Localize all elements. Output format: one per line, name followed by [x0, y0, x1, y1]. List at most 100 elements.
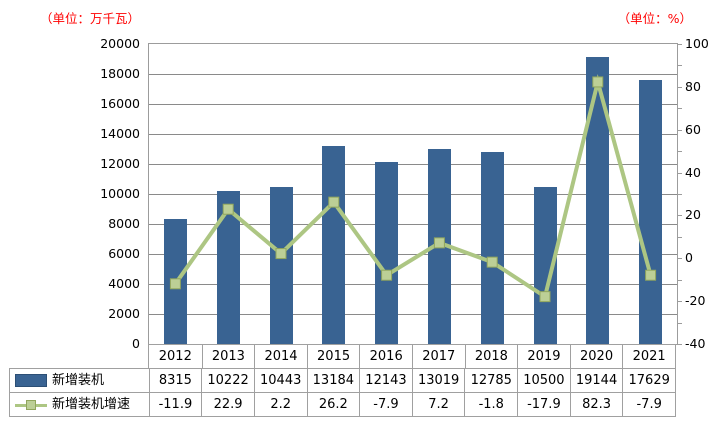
- bar: [322, 146, 346, 344]
- right-axis-tick-label: 80: [685, 78, 701, 94]
- value-cell: 10222: [201, 369, 254, 392]
- value-cell: 82.3: [569, 393, 623, 416]
- value-cell: 13184: [306, 369, 360, 392]
- value-cell: 17629: [622, 369, 675, 392]
- right-axis-tick: [677, 215, 682, 217]
- right-axis-tick: [677, 258, 682, 260]
- gridline: [149, 74, 677, 75]
- right-axis-tick-label: 100: [685, 36, 709, 51]
- left-axis-unit-label: （单位：万千瓦）: [40, 11, 141, 26]
- left-axis-tick-label: 20000: [100, 36, 140, 51]
- left-axis-tick-label: 18000: [100, 66, 140, 81]
- left-axis-tick-label: 12000: [100, 156, 140, 171]
- year-cell: 2015: [306, 345, 360, 368]
- right-axis-tick-label: -40: [685, 336, 706, 351]
- left-axis-tick-label: 10000: [100, 186, 140, 201]
- bar: [480, 152, 504, 344]
- right-axis-tick: [677, 301, 682, 303]
- right-axis-tick: [677, 44, 682, 45]
- year-cell: 2016: [359, 345, 412, 368]
- value-cell: 12785: [464, 369, 517, 392]
- year-cell: 2014: [254, 345, 307, 368]
- line-marker: [275, 248, 287, 260]
- plot-area: [148, 43, 678, 345]
- right-axis-tick-label: -20: [685, 293, 706, 309]
- gridline: [149, 134, 677, 135]
- gridline: [149, 164, 677, 165]
- left-axis-tick-label: 16000: [100, 96, 140, 111]
- line-marker: [433, 237, 445, 249]
- bar: [533, 186, 557, 344]
- series-name-label: 新增装机: [52, 373, 105, 388]
- right-axis-tick: [677, 279, 682, 281]
- value-cell: 10500: [517, 369, 570, 392]
- value-cell: 22.9: [201, 393, 254, 416]
- year-cell: 2018: [464, 345, 518, 368]
- value-cell: 7.2: [411, 393, 465, 416]
- left-axis-tick-label: 0: [132, 336, 140, 351]
- line-series-legend-icon: [15, 399, 47, 411]
- right-axis-tick: [677, 322, 682, 324]
- gridline: [149, 194, 677, 195]
- right-axis-tick: [677, 194, 682, 195]
- left-axis-tick-label: 6000: [108, 246, 140, 261]
- line-marker: [381, 269, 393, 281]
- line-marker: [486, 256, 498, 268]
- right-axis-tick-label: 40: [685, 164, 701, 180]
- year-cell: 2021: [622, 345, 675, 368]
- bar: [586, 56, 610, 344]
- right-axis-tick-label: 0: [685, 250, 693, 266]
- line-marker: [328, 196, 340, 208]
- value-cell: -17.9: [517, 393, 570, 416]
- table-row-series: 新增装机 8315 10222 10443 13184 12143 13019 12785 10…: [9, 368, 676, 393]
- value-cell: 10443: [253, 369, 307, 392]
- right-axis-tick: [677, 344, 682, 345]
- right-axis-tick: [677, 65, 682, 67]
- value-cell: 26.2: [306, 393, 360, 416]
- growth-line-series: [169, 73, 657, 303]
- value-cell: 12143: [359, 369, 412, 392]
- right-axis-tick: [677, 236, 682, 238]
- value-cell: 2.2: [253, 393, 307, 416]
- value-cell: 8315: [148, 369, 202, 392]
- table-row-years: 2012 2013 2014 2015 2016 2017 2018 2019 2020 2021: [148, 344, 676, 369]
- gridline: [149, 104, 677, 105]
- value-cell: -1.8: [464, 393, 517, 416]
- value-cell: -7.9: [622, 393, 675, 416]
- bar: [269, 187, 293, 344]
- left-axis-tick-label: 2000: [108, 306, 140, 321]
- legend-cell: 新增装机: [10, 369, 149, 392]
- left-axis-tick-label: 4000: [108, 276, 140, 291]
- series-name-label: 新增装机增速: [52, 397, 131, 412]
- line-marker: [169, 278, 181, 290]
- value-cell: -11.9: [148, 393, 202, 416]
- bar: [216, 190, 240, 344]
- line-marker: [645, 269, 657, 281]
- legend-cell: 新增装机增速: [10, 393, 149, 416]
- legend-marker: [26, 399, 36, 410]
- left-axis-tick-label: 14000: [100, 126, 140, 141]
- right-axis-tick: [677, 151, 682, 153]
- gridline: [149, 314, 677, 315]
- line-marker: [222, 203, 234, 215]
- year-cell: 2017: [411, 345, 465, 368]
- line-marker: [592, 76, 604, 88]
- gridline: [149, 254, 677, 255]
- bar: [375, 161, 399, 344]
- right-axis-tick: [677, 129, 682, 131]
- year-cell: 2013: [201, 345, 255, 368]
- table-row-series: 新增装机增速 -11.9 22.9 2.2 26.2 -7.9 7.2 -1.8 -17.9 82…: [9, 392, 676, 417]
- gridline: [149, 284, 677, 285]
- right-axis-tick: [677, 172, 682, 174]
- year-cell: 2020: [569, 345, 623, 368]
- value-cell: -7.9: [359, 393, 412, 416]
- right-axis-tick-label: 20: [685, 207, 701, 223]
- value-cell: 19144: [569, 369, 623, 392]
- gridline: [149, 224, 677, 225]
- line-marker: [539, 291, 551, 303]
- value-cell: 13019: [411, 369, 465, 392]
- left-axis-tick-label: 8000: [108, 216, 140, 231]
- bar-series-legend-icon: [15, 374, 47, 387]
- year-cell: 2019: [517, 345, 570, 368]
